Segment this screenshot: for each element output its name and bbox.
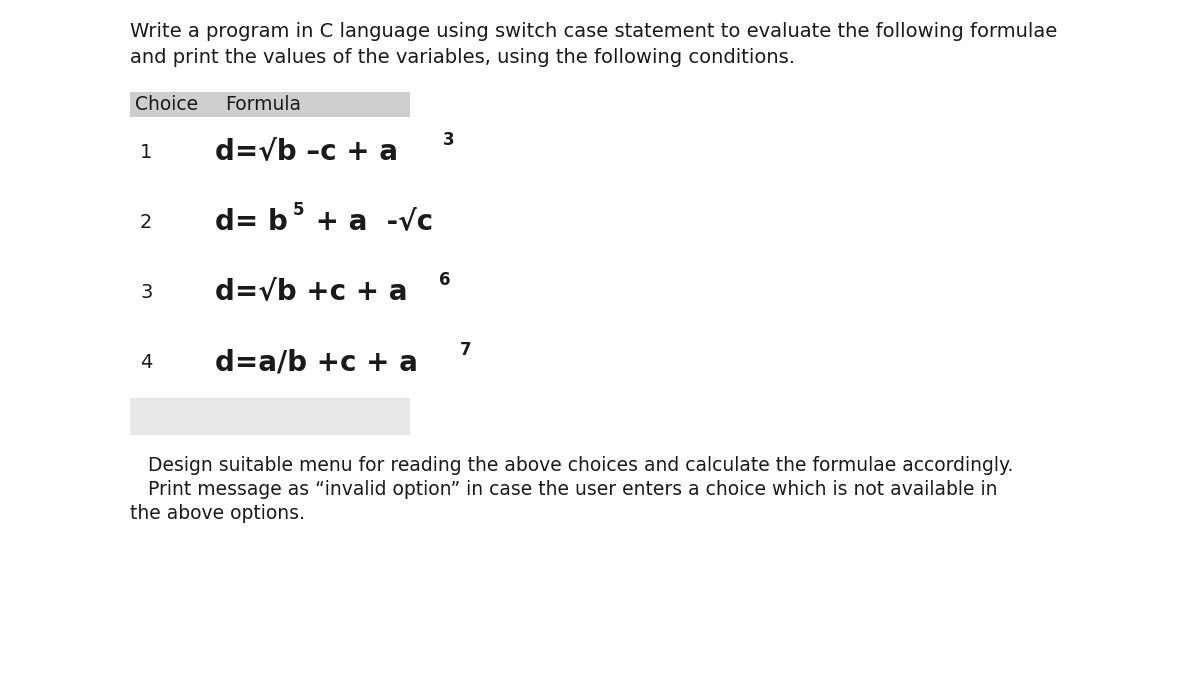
Text: 4: 4 — [140, 353, 152, 371]
Text: 2: 2 — [140, 212, 152, 232]
Text: + a  -√c: + a -√c — [306, 208, 433, 236]
Text: Formula: Formula — [226, 95, 301, 114]
Text: d=√b +c + a: d=√b +c + a — [215, 278, 408, 306]
Bar — [130, 398, 410, 435]
Text: Write a program in C language using switch case statement to evaluate the follow: Write a program in C language using swit… — [130, 22, 1057, 41]
Text: 3: 3 — [140, 282, 152, 301]
Text: the above options.: the above options. — [130, 504, 305, 523]
Text: 6: 6 — [439, 271, 450, 289]
Bar — [130, 92, 410, 117]
Text: 7: 7 — [460, 341, 472, 359]
Text: 5: 5 — [293, 201, 305, 219]
Text: 3: 3 — [443, 131, 455, 149]
Text: d=a/b +c + a: d=a/b +c + a — [215, 348, 418, 376]
Text: 1: 1 — [140, 142, 152, 162]
Text: d=√b –c + a: d=√b –c + a — [215, 138, 398, 166]
Text: Print message as “invalid option” in case the user enters a choice which is not : Print message as “invalid option” in cas… — [130, 480, 997, 499]
Text: Choice: Choice — [134, 95, 198, 114]
Text: Design suitable menu for reading the above choices and calculate the formulae ac: Design suitable menu for reading the abo… — [130, 456, 1013, 475]
Text: and print the values of the variables, using the following conditions.: and print the values of the variables, u… — [130, 48, 796, 67]
Text: d= b: d= b — [215, 208, 288, 236]
